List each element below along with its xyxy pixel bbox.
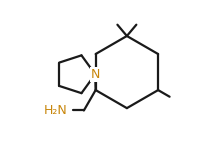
Text: N: N — [91, 68, 100, 81]
Text: H₂N: H₂N — [44, 104, 68, 117]
